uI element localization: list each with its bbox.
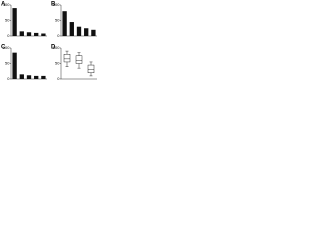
y-tick-label: 0 <box>57 33 60 38</box>
box <box>75 55 83 64</box>
y-tick-label: 100 <box>53 45 60 50</box>
bar <box>34 75 39 79</box>
bar <box>26 75 32 79</box>
y-tick-label: 50 <box>5 61 10 66</box>
bar <box>12 52 17 79</box>
panel-label: B <box>51 2 56 8</box>
bar <box>69 22 74 36</box>
panel-label: C <box>1 45 6 51</box>
box <box>63 54 71 63</box>
bar <box>91 29 96 36</box>
y-tick-label: 50 <box>5 18 10 23</box>
box <box>87 64 95 74</box>
y-tick-label: 50 <box>55 61 60 66</box>
y-tick-label: 100 <box>3 2 10 7</box>
bar <box>19 31 24 36</box>
y-tick-label: 100 <box>53 2 60 7</box>
bar <box>84 28 89 36</box>
bar <box>34 32 39 36</box>
bar <box>76 26 82 36</box>
bar <box>41 33 46 36</box>
bar <box>19 74 24 79</box>
panel-label: D <box>51 45 56 51</box>
bar <box>26 32 32 36</box>
y-tick-label: 50 <box>55 18 60 23</box>
page: {"chart_data": [ {"type": "bar", "title"… <box>0 0 100 85</box>
y-tick-label: 100 <box>3 45 10 50</box>
panel-label: A <box>1 2 6 8</box>
y-tick-label: 0 <box>7 76 10 81</box>
bar <box>41 75 46 79</box>
y-tick-label: 0 <box>57 76 60 81</box>
bar <box>62 11 67 36</box>
bar <box>12 8 17 37</box>
y-tick-label: 0 <box>7 33 10 38</box>
